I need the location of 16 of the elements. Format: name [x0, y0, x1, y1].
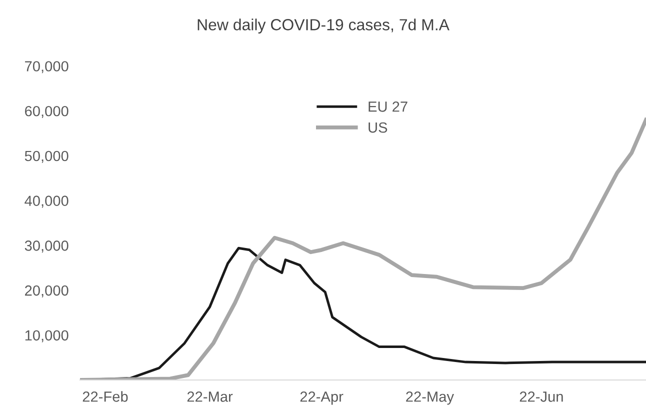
x-tick-label: 22-May — [406, 391, 454, 405]
legend-label: EU 27 — [368, 101, 408, 112]
y-tick-label: 50,000 — [24, 150, 68, 163]
legend-label: US — [368, 122, 388, 133]
chart-title: New daily COVID-19 cases, 7d M.A — [198, 18, 450, 34]
x-tick-label: 22-Feb — [82, 391, 128, 402]
line-series — [80, 118, 646, 380]
y-tick-label: 40,000 — [24, 196, 68, 208]
y-tick-label: 20,000 — [25, 285, 68, 298]
x-tick-label: 22-Jun — [520, 391, 563, 402]
y-tick-label: 70,000 — [25, 61, 68, 74]
y-tick-label: 10,000 — [25, 330, 68, 342]
x-tick-label: 22-Mar — [187, 391, 233, 402]
y-tick-label: 30,000 — [24, 240, 68, 253]
y-tick-label: 60,000 — [25, 106, 68, 118]
x-tick-label: 22-Apr — [300, 391, 344, 405]
